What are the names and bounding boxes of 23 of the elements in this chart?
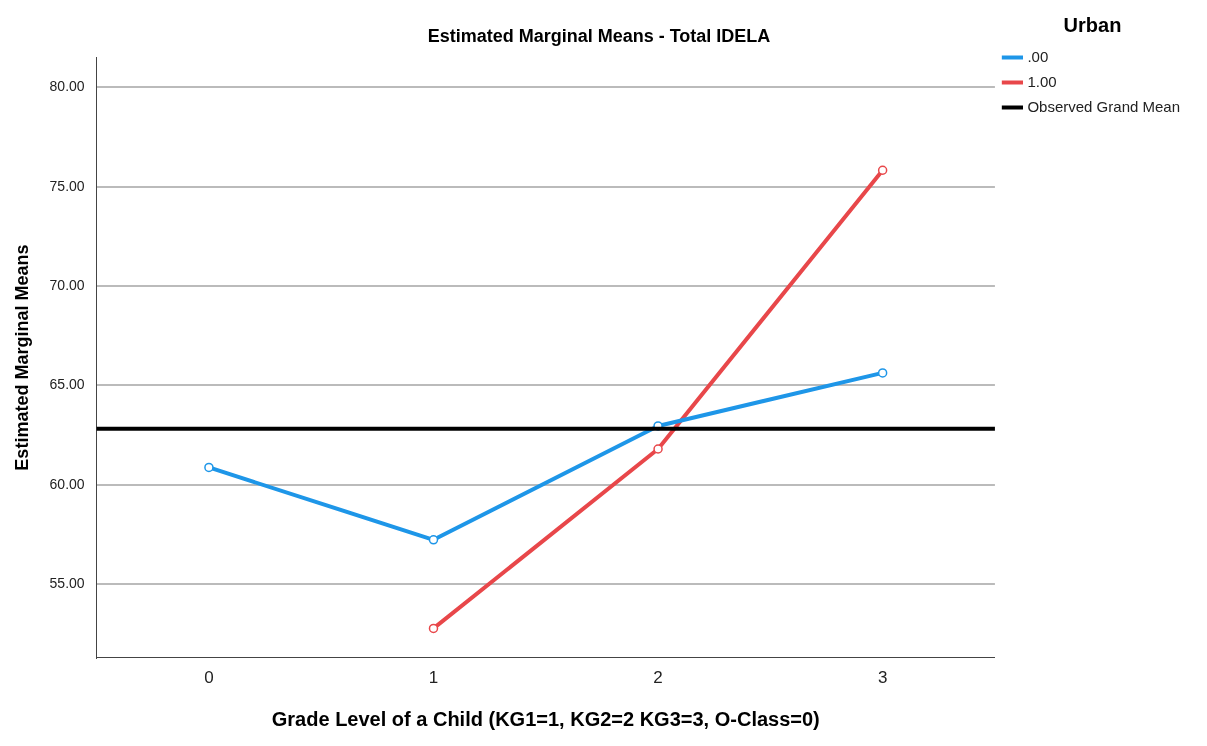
chart-title: Estimated Marginal Means - Total IDELA xyxy=(427,25,771,46)
y-tick-label: 55.00 xyxy=(49,574,85,591)
legend-title: Urban xyxy=(1063,13,1122,36)
y-tick-label: 75.00 xyxy=(49,177,85,194)
y-tick-label: 80.00 xyxy=(49,78,85,95)
x-tick-label: 1 xyxy=(428,668,439,688)
legend-label: 1.00 xyxy=(1027,72,1057,90)
point xyxy=(204,462,214,473)
x-tick-label: 3 xyxy=(877,668,888,688)
legend-label: Observed Grand Mean xyxy=(1027,97,1180,115)
y-axis-title: Estimated Marginal Means xyxy=(11,244,32,471)
point xyxy=(653,444,663,454)
point xyxy=(428,623,439,634)
x-axis-title: Grade Level of a Child (KG1=1, KG2=2 KG3=3, O-Class=0) xyxy=(271,707,820,730)
point xyxy=(877,368,888,378)
legend-label: .00 xyxy=(1027,47,1049,65)
y-tick-label: 60.00 xyxy=(49,475,85,492)
x-tick-label: 0 xyxy=(204,668,214,688)
point xyxy=(877,165,888,175)
y-tick-label: 65.00 xyxy=(49,376,85,393)
x-tick-label: 2 xyxy=(653,668,663,688)
y-tick-label: 70.00 xyxy=(49,276,85,293)
point xyxy=(428,535,439,545)
